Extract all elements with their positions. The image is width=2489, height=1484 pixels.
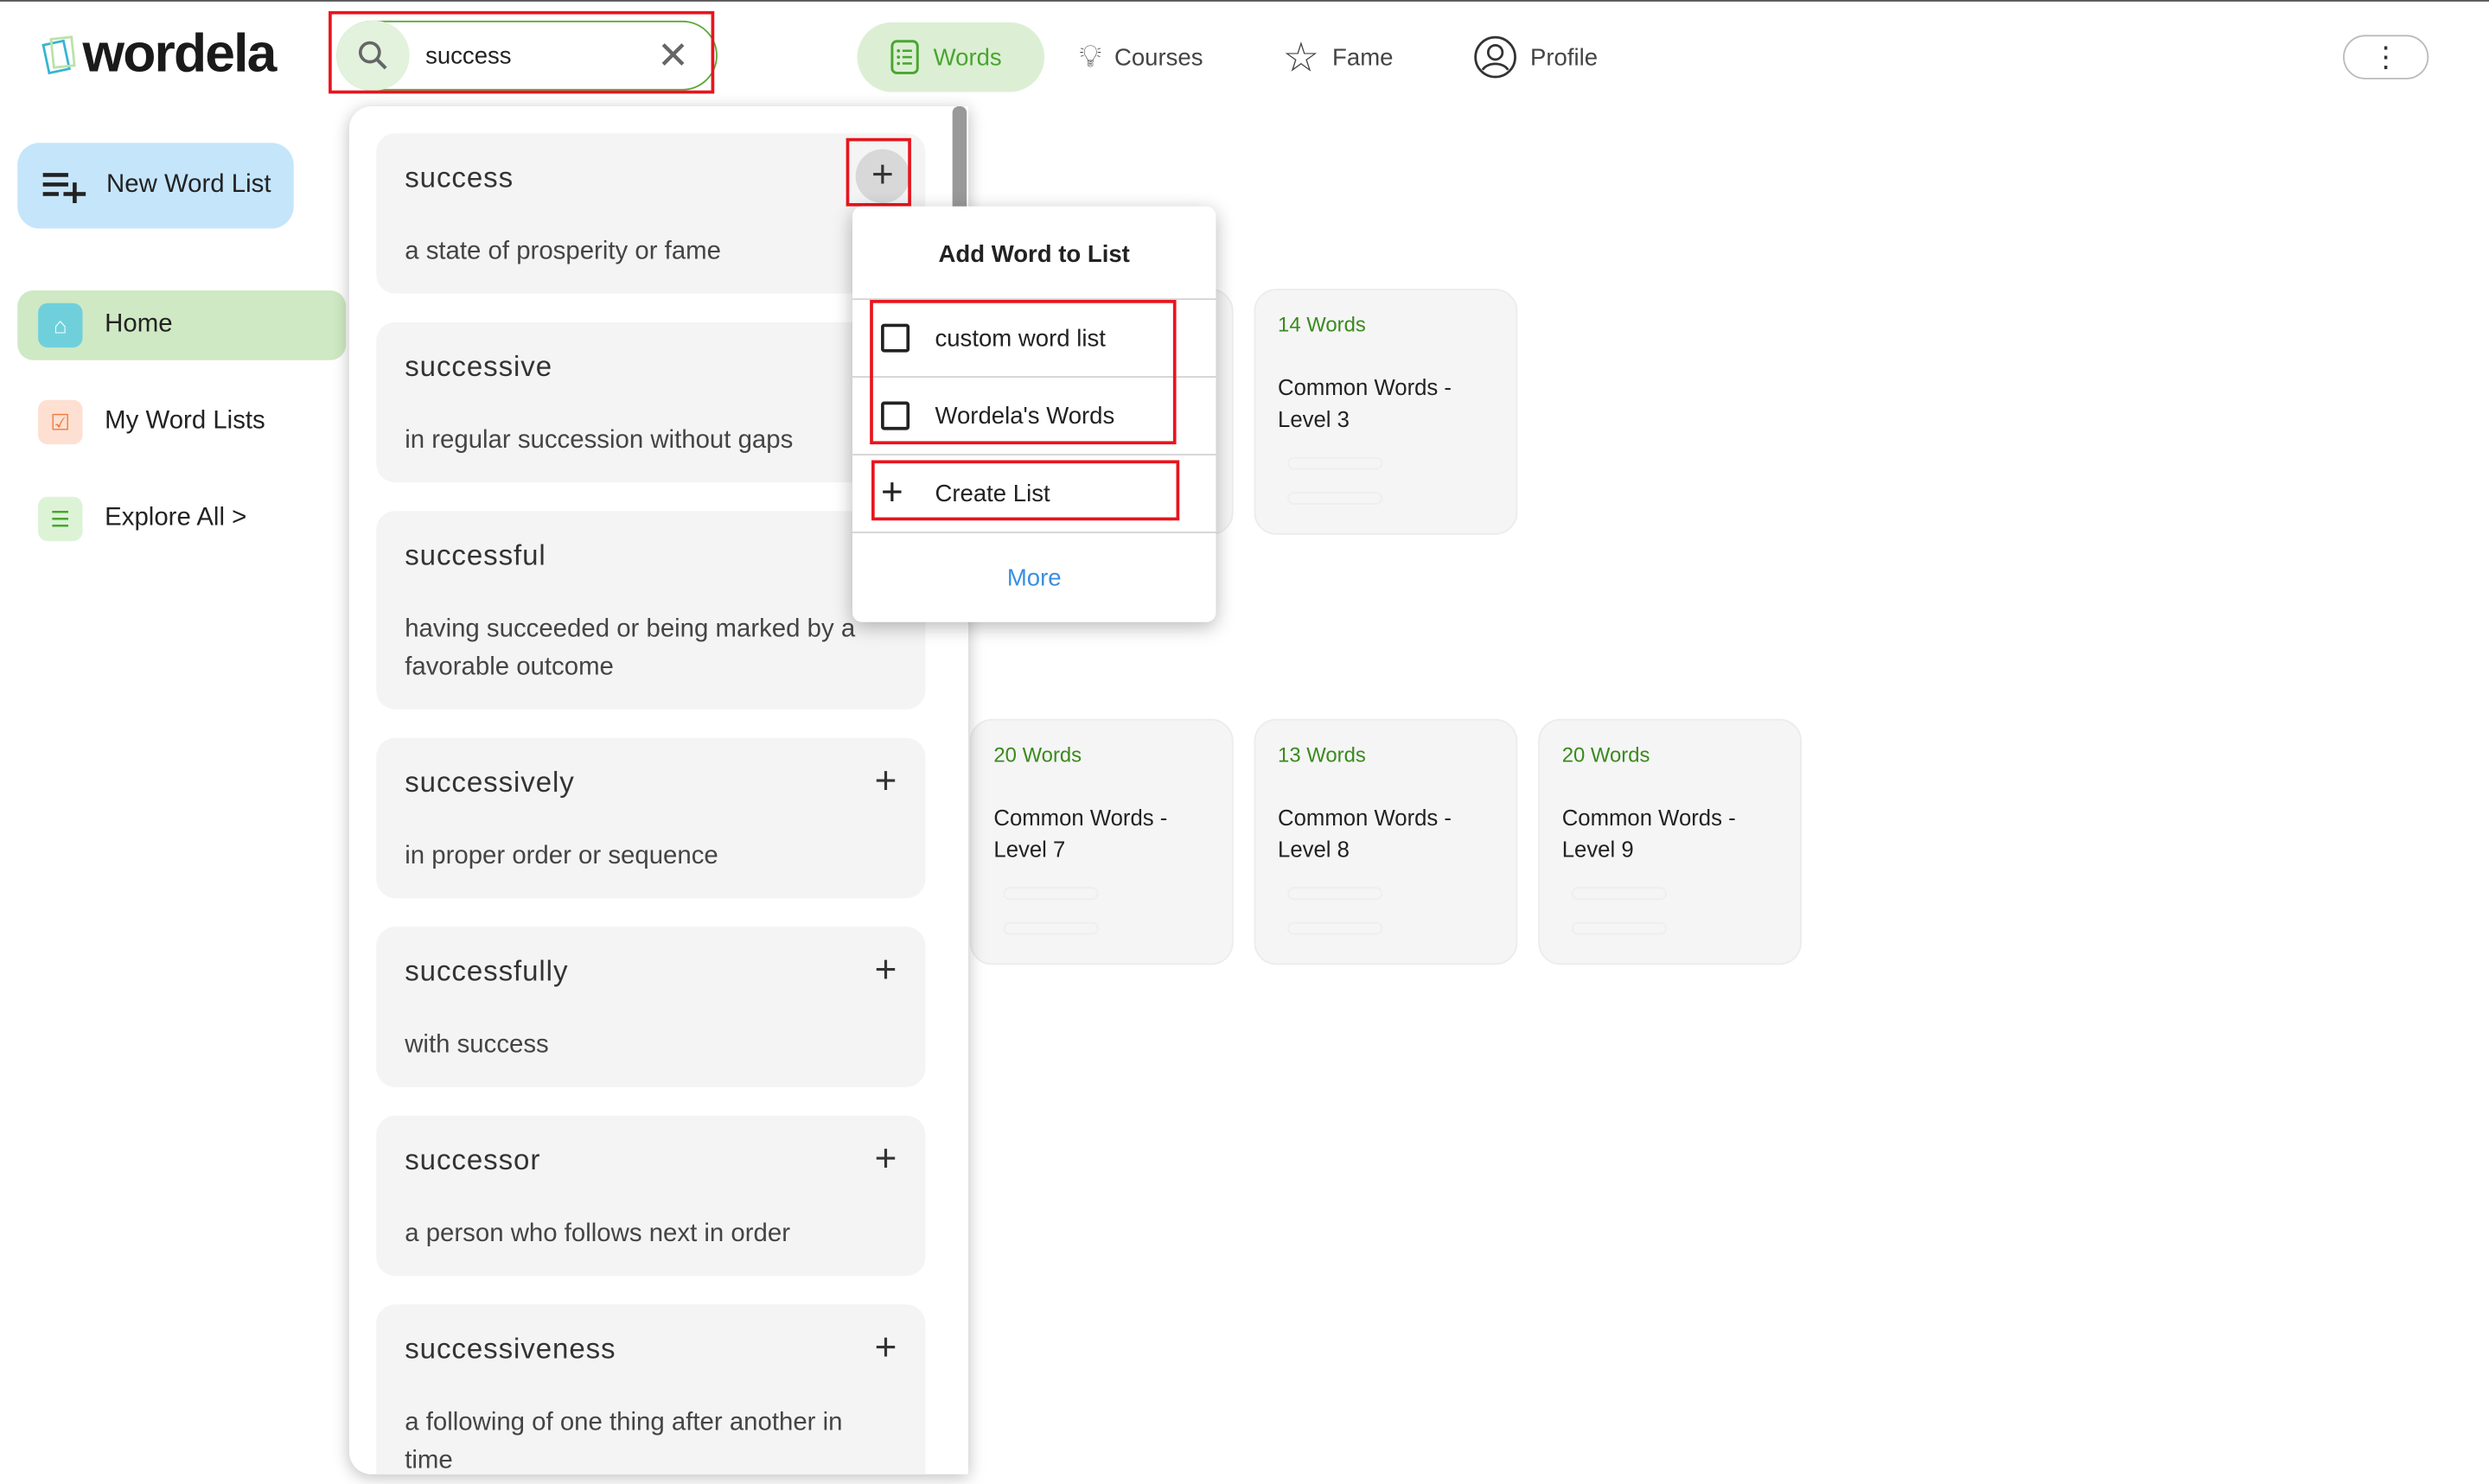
result-word: successful xyxy=(405,539,546,571)
card-title: Common Words - Level 8 xyxy=(1278,804,1452,863)
result-word: successively xyxy=(405,766,575,799)
word-list-card[interactable]: 13 Words Common Words - Level 8 xyxy=(1254,718,1518,965)
sidebar-item-explore-all[interactable]: ☰ Explore All > xyxy=(17,484,346,554)
list-icon xyxy=(890,40,919,74)
search-result[interactable]: success a state of prosperity or fame + xyxy=(376,133,926,294)
result-definition: a state of prosperity or fame xyxy=(405,238,721,265)
list-option[interactable]: custom word list xyxy=(852,298,1216,376)
card-count: 13 Words xyxy=(1278,742,1366,767)
card-title: Common Words - Level 3 xyxy=(1278,374,1452,432)
search-result[interactable]: successiveness a following of one thing a… xyxy=(376,1304,926,1474)
result-definition: in regular succession without gaps xyxy=(405,426,794,455)
popup-title: Add Word to List xyxy=(938,241,1130,269)
highlight-box xyxy=(846,137,911,207)
user-circle-icon xyxy=(1474,35,1516,79)
logo-text: wordela xyxy=(82,23,277,85)
more-link[interactable]: More xyxy=(852,532,1216,622)
create-list-button[interactable]: + Create List xyxy=(852,454,1216,532)
more-label: More xyxy=(1006,564,1062,591)
word-list-card[interactable]: 20 Words Common Words - Level 7 xyxy=(969,718,1234,965)
nav-fame[interactable]: ☆ Fame xyxy=(1251,22,1425,92)
add-icon[interactable]: + xyxy=(855,149,910,204)
add-icon[interactable]: + xyxy=(874,760,897,804)
search-icon[interactable] xyxy=(336,20,410,91)
highlight-box xyxy=(870,300,1177,445)
sidebar-item-label: Home xyxy=(105,310,173,339)
logo-icon xyxy=(41,35,76,74)
nav-label: Courses xyxy=(1114,43,1203,71)
clear-icon[interactable]: ✕ xyxy=(657,34,690,78)
sidebar-item-label: My Word Lists xyxy=(105,407,265,436)
word-list-card[interactable]: 20 Words Common Words - Level 9 xyxy=(1538,718,1802,965)
list-option[interactable]: Wordela's Words xyxy=(852,376,1216,454)
result-word: successive xyxy=(405,350,553,383)
add-icon[interactable]: + xyxy=(874,1137,897,1181)
highlight-box xyxy=(329,10,715,94)
result-word: successfully xyxy=(405,955,569,988)
add-icon[interactable]: + xyxy=(874,948,897,992)
list-option-label: Wordela's Words xyxy=(935,402,1115,430)
playlist-add-icon xyxy=(42,173,86,204)
nav-courses[interactable]: 💡︎ Courses xyxy=(1048,22,1235,92)
search-bar[interactable]: ✕ xyxy=(336,20,718,91)
nav-words[interactable]: Words xyxy=(857,22,1045,92)
search-result[interactable]: successor a person who follows next in or… xyxy=(376,1115,926,1277)
logo[interactable]: wordela xyxy=(41,23,277,86)
search-result[interactable]: successfully with success + xyxy=(376,927,926,1087)
nav-label: Words xyxy=(933,43,1002,71)
result-definition: having succeeded or being marked by a fa… xyxy=(405,615,856,681)
card-count: 20 Words xyxy=(1561,742,1650,767)
result-definition: in proper order or sequence xyxy=(405,842,718,870)
checkbox[interactable] xyxy=(881,323,910,353)
home-icon: ⌂ xyxy=(38,303,83,348)
card-count: 14 Words xyxy=(1278,312,1366,337)
result-definition: a person who follows next in order xyxy=(405,1220,791,1248)
card-count: 20 Words xyxy=(993,742,1082,767)
result-word: success xyxy=(405,162,514,194)
scrollbar[interactable] xyxy=(952,106,967,218)
result-definition: with success xyxy=(405,1031,549,1059)
list-option-label: custom word list xyxy=(935,324,1106,352)
search-result[interactable]: successful having succeeded or being mark… xyxy=(376,511,926,710)
card-title: Common Words - Level 7 xyxy=(993,804,1168,863)
nav-label: Fame xyxy=(1332,43,1394,71)
new-word-list-label: New Word List xyxy=(106,171,271,199)
nav-label: Profile xyxy=(1530,43,1599,71)
sidebar-item-label: Explore All > xyxy=(105,504,247,532)
search-result[interactable]: successive in regular succession without … xyxy=(376,322,926,483)
search-result[interactable]: successively in proper order or sequence + xyxy=(376,737,926,899)
highlight-box xyxy=(871,460,1180,521)
create-list-label: Create List xyxy=(935,480,1050,507)
result-definition: a following of one thing after another i… xyxy=(405,1409,843,1474)
star-icon: ☆ xyxy=(1282,32,1320,80)
sidebar-item-my-word-lists[interactable]: ☑ My Word Lists xyxy=(17,387,346,457)
plus-icon: + xyxy=(881,471,903,514)
result-word: successor xyxy=(405,1143,541,1176)
nav-profile[interactable]: Profile xyxy=(1441,22,1630,92)
checkbox[interactable] xyxy=(881,401,910,430)
add-word-to-list-popup: Add Word to List custom word list Wordel… xyxy=(852,206,1216,622)
more-vertical-icon[interactable]: ⋮ xyxy=(2343,35,2429,80)
add-icon[interactable]: + xyxy=(874,1326,897,1370)
word-list-card[interactable]: 14 Words Common Words - Level 3 xyxy=(1254,289,1518,535)
sidebar-item-home[interactable]: ⌂ Home xyxy=(17,290,347,360)
result-word: successiveness xyxy=(405,1333,616,1366)
list-icon: ☰ xyxy=(38,496,83,542)
card-title: Common Words - Level 9 xyxy=(1561,804,1736,863)
list-check-icon: ☑ xyxy=(38,399,83,445)
search-input[interactable] xyxy=(425,41,648,69)
lightbulb-icon: 💡︎ xyxy=(1079,38,1102,74)
new-word-list-button[interactable]: New Word List xyxy=(17,143,294,229)
